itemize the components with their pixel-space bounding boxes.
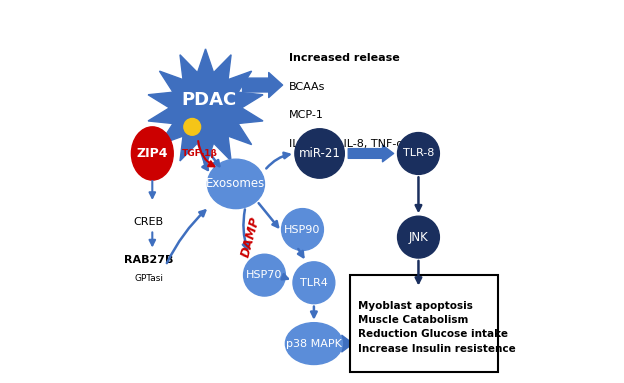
FancyBboxPatch shape	[350, 275, 499, 372]
Text: DAMP: DAMP	[240, 215, 263, 259]
Text: Muscle Catabolism: Muscle Catabolism	[358, 315, 468, 325]
Text: Myoblast apoptosis: Myoblast apoptosis	[358, 301, 472, 311]
Circle shape	[397, 216, 439, 258]
Circle shape	[295, 129, 344, 178]
Text: HSP90: HSP90	[285, 224, 321, 234]
Polygon shape	[148, 49, 263, 167]
Circle shape	[243, 254, 285, 296]
Text: GPTasi: GPTasi	[134, 275, 163, 283]
Text: ZIP4: ZIP4	[137, 147, 168, 160]
Text: Reduction Glucose intake: Reduction Glucose intake	[358, 329, 508, 339]
Circle shape	[281, 209, 323, 250]
Text: JNK: JNK	[409, 231, 428, 244]
Circle shape	[397, 133, 439, 174]
Text: IL-1, IL-6, IL-8, TNF-α: IL-1, IL-6, IL-8, TNF-α	[289, 139, 404, 149]
Text: Exosomes: Exosomes	[207, 177, 266, 190]
Circle shape	[184, 118, 200, 135]
Text: RAB27B: RAB27B	[124, 255, 173, 265]
Ellipse shape	[132, 127, 173, 180]
Text: BCAAs: BCAAs	[289, 82, 326, 92]
Ellipse shape	[285, 322, 343, 365]
Circle shape	[293, 262, 335, 304]
Text: CREB: CREB	[134, 217, 163, 227]
Text: TLR4: TLR4	[300, 278, 328, 288]
Text: PDAC: PDAC	[182, 91, 237, 109]
Text: Increased release: Increased release	[289, 53, 400, 64]
Text: p38 MAPK: p38 MAPK	[286, 339, 342, 349]
FancyArrowPatch shape	[243, 72, 283, 98]
Text: miR-21: miR-21	[299, 147, 341, 160]
Text: MCP-1: MCP-1	[289, 110, 324, 121]
Text: Increase Insulin resistence: Increase Insulin resistence	[358, 344, 515, 354]
Text: TLR-8: TLR-8	[402, 149, 434, 159]
Text: TGF-1β: TGF-1β	[182, 149, 218, 158]
FancyArrowPatch shape	[348, 145, 394, 162]
Text: HSP70: HSP70	[246, 270, 283, 280]
FancyArrowPatch shape	[342, 335, 353, 352]
Ellipse shape	[207, 159, 265, 209]
